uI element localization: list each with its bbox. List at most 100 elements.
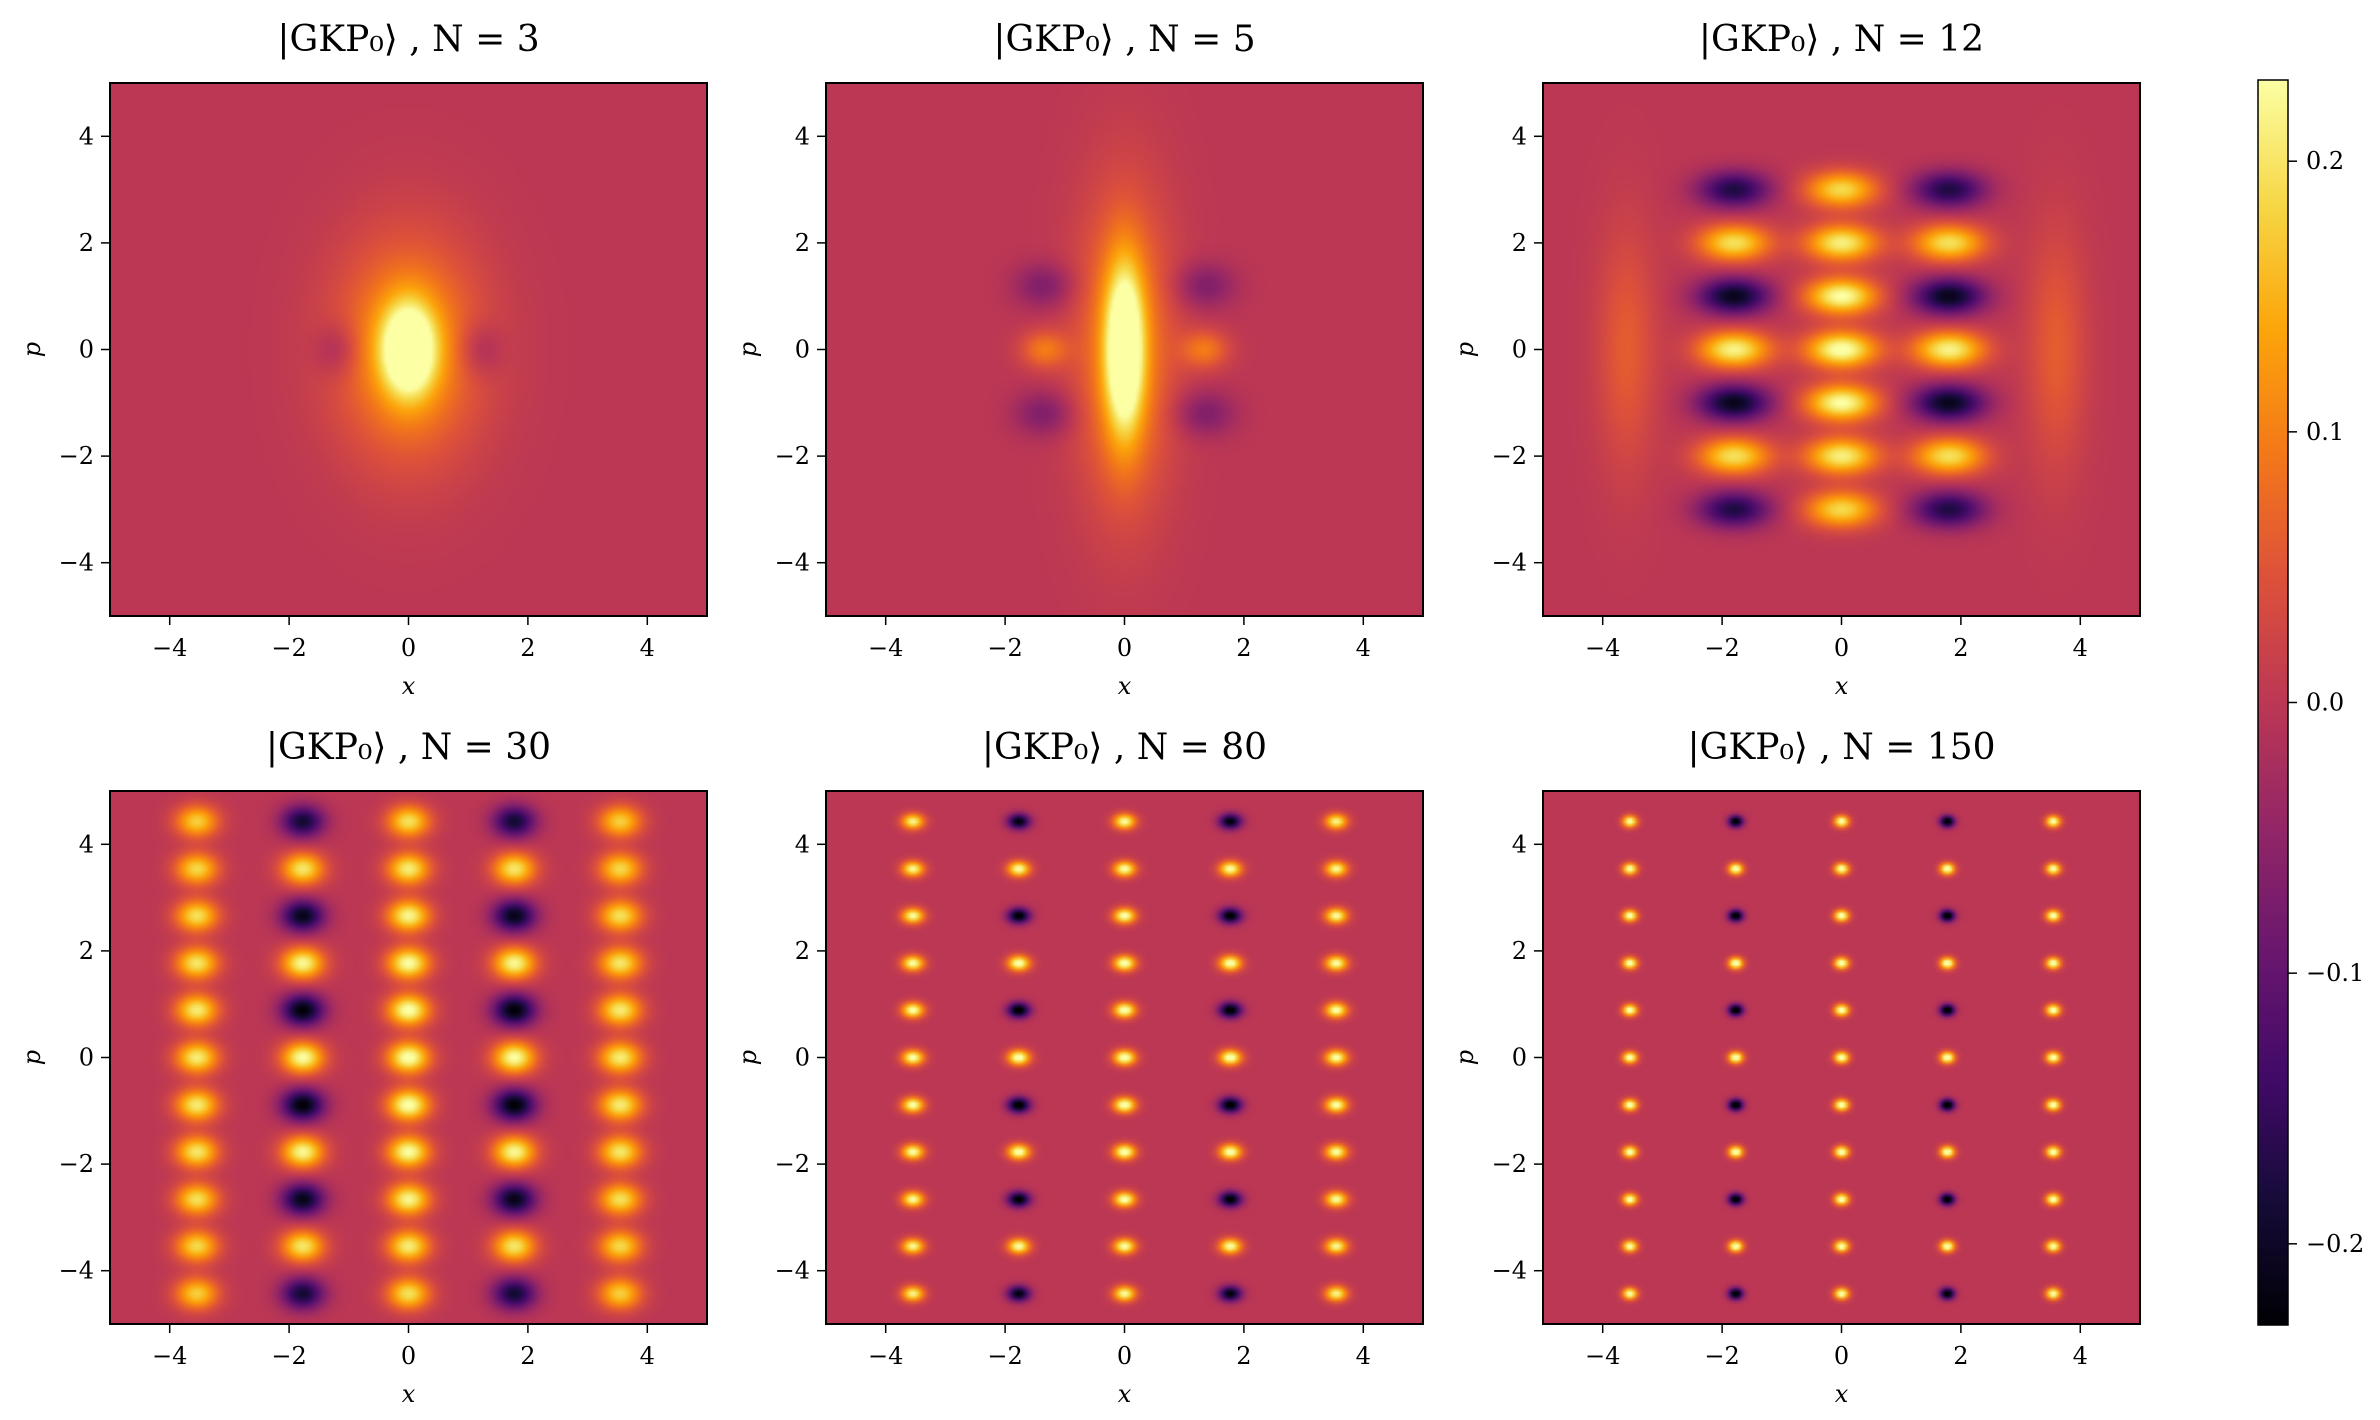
y-tick-label: 2 [79,229,94,257]
y-tick-label: 4 [1512,830,1527,858]
y-tick-label: 2 [1512,229,1527,257]
y-tick-label: 0 [79,336,94,364]
heatmap-image [1543,791,2140,1324]
y-tick-label: 4 [79,830,94,858]
x-tick-label: −2 [987,634,1022,662]
y-axis-label: p [18,342,46,357]
y-tick-label: −2 [59,442,94,470]
y-tick-label: 2 [795,937,810,965]
y-axis-label: p [1451,342,1479,357]
y-tick-label: 0 [79,1044,94,1072]
y-tick-label: 4 [795,830,810,858]
y-axis-label: p [1451,1050,1479,1065]
y-tick-label: 0 [1512,336,1527,364]
x-tick-label: −4 [152,634,187,662]
colorbar-gradient [2257,79,2289,1326]
x-tick-label: 2 [1953,634,1968,662]
panel-title: |GKP₀⟩ , N = 30 [266,727,551,768]
colorbar-tick-label: −0.2 [2306,1230,2364,1258]
y-tick-label: 0 [795,1044,810,1072]
x-tick-label: −4 [152,1342,187,1370]
y-tick-label: 4 [1512,122,1527,150]
x-tick-label: 4 [1356,634,1371,662]
x-tick-label: −4 [868,634,903,662]
x-tick-label: −2 [271,1342,306,1370]
heatmap-image [110,791,707,1324]
y-axis-label: p [734,1050,762,1065]
y-tick-label: 0 [1512,1044,1527,1072]
x-tick-label: −2 [1704,1342,1739,1370]
x-axis-label: x [402,1380,416,1408]
heatmap-image [826,791,1423,1324]
y-tick-label: −2 [1492,1150,1527,1178]
heatmap-image [110,83,707,616]
y-tick-label: −2 [775,1150,810,1178]
y-tick-label: −4 [775,1257,810,1285]
x-axis-label: x [402,672,416,700]
colorbar-tick-label: 0.2 [2306,147,2344,175]
panel-2: |GKP₀⟩ , N = 5 −4 −2 0 2 4 −4 −2 0 2 4 x p [734,19,1424,700]
x-tick-label: 0 [1834,634,1849,662]
x-tick-label: 0 [1117,1342,1132,1370]
y-tick-label: 4 [79,122,94,150]
y-tick-label: −4 [59,1257,94,1285]
y-tick-label: 4 [795,122,810,150]
x-tick-label: 4 [640,634,655,662]
panel-6: |GKP₀⟩ , N = 150 −4 −2 0 2 4 −4 −2 0 2 4 x p [1451,727,2141,1408]
x-tick-label: 0 [1117,634,1132,662]
y-tick-label: −2 [775,442,810,470]
panel-1: |GKP₀⟩ , N = 3 −4 −2 0 2 4 −4 −2 0 2 4 x p [18,19,708,700]
colorbar-tick-label: 0.0 [2306,689,2344,717]
panel-5: |GKP₀⟩ , N = 80 −4 −2 0 2 4 −4 −2 0 2 4 x p [734,727,1424,1408]
colorbar: 0.2 0.1 0.0 −0.1 −0.2 [2257,79,2364,1326]
y-tick-label: 2 [1512,937,1527,965]
y-tick-label: −4 [1492,549,1527,577]
y-tick-label: −4 [1492,1257,1527,1285]
panel-title: |GKP₀⟩ , N = 3 [277,19,539,60]
x-tick-label: 0 [1834,1342,1849,1370]
colorbar-ticks: 0.2 0.1 0.0 −0.1 −0.2 [2288,147,2364,1258]
y-tick-label: 0 [795,336,810,364]
x-axis-label: x [1835,672,1849,700]
x-tick-label: −4 [1585,1342,1620,1370]
colorbar-tick-label: −0.1 [2306,959,2364,987]
x-tick-label: 2 [1236,1342,1251,1370]
y-tick-label: −2 [1492,442,1527,470]
x-tick-label: 0 [401,634,416,662]
x-tick-label: 2 [1953,1342,1968,1370]
x-tick-label: −4 [1585,634,1620,662]
x-tick-label: 4 [1356,1342,1371,1370]
x-axis-label: x [1118,672,1132,700]
y-tick-label: −2 [59,1150,94,1178]
x-tick-label: 4 [2073,634,2088,662]
y-axis-label: p [18,1050,46,1065]
y-tick-label: −4 [775,549,810,577]
x-axis-label: x [1835,1380,1849,1408]
x-tick-label: −4 [868,1342,903,1370]
y-axis-label: p [734,342,762,357]
heatmap-image [1543,83,2140,616]
y-tick-label: 2 [795,229,810,257]
x-axis-label: x [1118,1380,1132,1408]
panel-title: |GKP₀⟩ , N = 5 [993,19,1255,60]
x-tick-label: −2 [1704,634,1739,662]
x-tick-label: −2 [987,1342,1022,1370]
x-tick-label: 2 [520,1342,535,1370]
y-tick-label: −4 [59,549,94,577]
x-tick-label: 4 [640,1342,655,1370]
panel-3: |GKP₀⟩ , N = 12 −4 −2 0 2 4 −4 −2 0 2 4 x p [1451,19,2141,700]
colorbar-tick-label: 0.1 [2306,418,2344,446]
x-tick-label: −2 [271,634,306,662]
x-tick-label: 0 [401,1342,416,1370]
panel-4: |GKP₀⟩ , N = 30 −4 −2 0 2 4 −4 −2 0 2 4 x p [18,727,708,1408]
x-tick-label: 4 [2073,1342,2088,1370]
panel-title: |GKP₀⟩ , N = 12 [1699,19,1984,60]
x-tick-label: 2 [1236,634,1251,662]
y-tick-label: 2 [79,937,94,965]
panel-title: |GKP₀⟩ , N = 150 [1687,727,1995,768]
x-tick-label: 2 [520,634,535,662]
panel-title: |GKP₀⟩ , N = 80 [982,727,1267,768]
heatmap-image [826,83,1423,616]
